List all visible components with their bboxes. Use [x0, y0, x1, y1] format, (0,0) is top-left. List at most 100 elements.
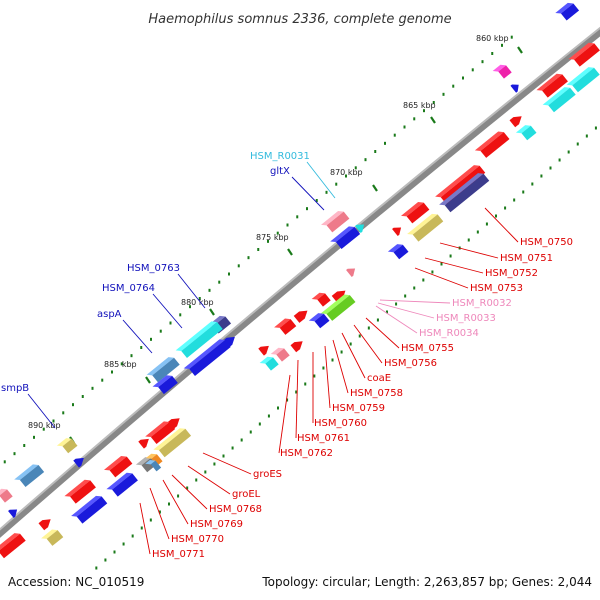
ruler-dot [158, 510, 161, 514]
tick-label-870-kbp: 870 kbp [330, 168, 363, 177]
gene-label-groes[interactable]: groES [253, 469, 282, 480]
ruler-dot [208, 288, 211, 292]
ruler-dot [295, 390, 298, 394]
ruler-dot [431, 270, 434, 274]
gene-label-hsm-0769[interactable]: HSM_0769 [190, 519, 243, 530]
tick-mark [430, 116, 436, 124]
gene-block [308, 313, 330, 329]
leader-line-hsm-r0032 [379, 299, 451, 304]
gene-label-aspa[interactable]: aspA [97, 309, 122, 320]
ruler-dot [33, 435, 35, 439]
gene-label-hsm-0758[interactable]: HSM_0758 [350, 388, 403, 399]
tick-label-880-kbp: 880 kbp [181, 298, 214, 307]
ruler-dot [313, 374, 316, 378]
gene-label-hsm-0755[interactable]: HSM_0755 [401, 343, 454, 354]
leader-line-hsm-0750 [484, 207, 519, 243]
leader-line-hsm-r0034 [375, 305, 418, 334]
ruler-dot [354, 166, 357, 170]
ruler-dot [558, 158, 561, 162]
gene-label-hsm-0768[interactable]: HSM_0768 [209, 504, 262, 515]
gene-label-hsm-0770[interactable]: HSM_0770 [171, 534, 224, 545]
ruler-dot [228, 272, 230, 276]
gene-label-hsm-0756[interactable]: HSM_0756 [384, 358, 437, 369]
ruler-dot [476, 230, 479, 234]
tick-mark [517, 46, 523, 54]
ruler-dot [72, 403, 74, 407]
gene-arrow [138, 438, 149, 449]
tick-label-860-kbp: 860 kbp [476, 34, 509, 43]
leader-line-hsm-0758 [332, 339, 349, 394]
gene-label-hsm-r0033[interactable]: HSM_R0033 [436, 313, 496, 324]
gene-block [555, 2, 580, 21]
gene-label-hsm-0759[interactable]: HSM_0759 [332, 403, 385, 414]
ruler-dot [358, 334, 361, 338]
gene-label-hsm-0752[interactable]: HSM_0752 [485, 268, 538, 279]
ruler-dot [364, 158, 367, 162]
map-title: Haemophilus somnus 2336, complete genome [148, 12, 451, 27]
leader-line-aspa [122, 319, 153, 354]
gene-block [542, 87, 576, 113]
gene-arrow [509, 116, 522, 128]
ruler-dot [442, 92, 445, 96]
ruler-dot [504, 206, 507, 210]
ruler-dot [140, 346, 143, 349]
ruler-dot [540, 174, 543, 178]
gene-block [387, 244, 409, 260]
gene-label-hsm-r0034[interactable]: HSM_R0034 [419, 328, 479, 339]
gene-label-groel[interactable]: groEL [232, 489, 261, 500]
gene-label-hsm-0764[interactable]: HSM_0764 [102, 283, 155, 294]
leader-line-hsm-0768 [171, 474, 208, 510]
ruler-dot [204, 470, 207, 474]
ruler-dot [120, 362, 123, 366]
leader-line-hsm-r0031 [306, 161, 336, 199]
ruler-dot [393, 133, 396, 137]
gene-label-coae[interactable]: coaE [367, 373, 391, 384]
leader-line-hsm-0764 [152, 293, 183, 329]
ruler-dot [432, 101, 435, 104]
gene-label-hsm-0751[interactable]: HSM_0751 [500, 253, 553, 264]
backbone-line [0, 27, 600, 538]
gene-label-hsm-0763[interactable]: HSM_0763 [127, 263, 180, 274]
leader-line-hsm-0762 [278, 374, 291, 454]
gene-label-hsm-0760[interactable]: HSM_0760 [314, 418, 367, 429]
gene-label-gltx[interactable]: gltX [270, 166, 290, 177]
ruler-dot [384, 141, 386, 145]
ruler-dot [23, 444, 26, 447]
gene-block [0, 533, 26, 559]
gene-block [566, 67, 600, 93]
leader-line-hsm-0756 [353, 324, 383, 364]
gene-block [568, 42, 600, 67]
ruler-dot [452, 84, 455, 88]
gene-label-hsm-0762[interactable]: HSM_0762 [280, 448, 333, 459]
gene-block [474, 131, 510, 158]
scale-ticks: 860 kbp 865 kbp 870 kbp 875 kbp 880 kbp 885 k… [28, 34, 523, 444]
tick-label-890-kbp: 890 kbp [28, 421, 61, 430]
gene-label-hsm-r0032[interactable]: HSM_R0032 [452, 298, 512, 309]
ruler-dot [286, 398, 289, 402]
gene-block [64, 479, 96, 504]
gene-label-hsm-r0031[interactable]: HSM_R0031 [250, 151, 310, 162]
gene-label-hsm-0761[interactable]: HSM_0761 [297, 433, 350, 444]
ruler-dot [257, 248, 260, 251]
gene-block [56, 438, 78, 454]
ruler-dot [91, 386, 94, 390]
ruler-dot [149, 518, 152, 522]
ruler-dot [335, 182, 338, 186]
ruler-dot [247, 256, 250, 260]
gene-label-smpb[interactable]: smpB [1, 383, 29, 394]
gene-block [145, 453, 163, 466]
ruler-dot [81, 395, 84, 398]
gene-block [270, 347, 290, 362]
gene-label-hsm-0753[interactable]: HSM_0753 [470, 283, 523, 294]
gene-label-hsm-0771[interactable]: HSM_0771 [152, 549, 205, 560]
ruler-dot [386, 310, 388, 314]
ruler-dot [267, 239, 269, 243]
leader-line-hsm-0770 [149, 487, 170, 540]
ruler-dot [449, 254, 452, 258]
ruler-dot [3, 460, 6, 464]
ruler-dot [325, 190, 328, 194]
gene-label-hsm-0750[interactable]: HSM_0750 [520, 237, 573, 248]
tick-label-865-kbp: 865 kbp [403, 101, 436, 110]
leader-line-groel [187, 465, 231, 495]
gene-block [183, 339, 231, 376]
